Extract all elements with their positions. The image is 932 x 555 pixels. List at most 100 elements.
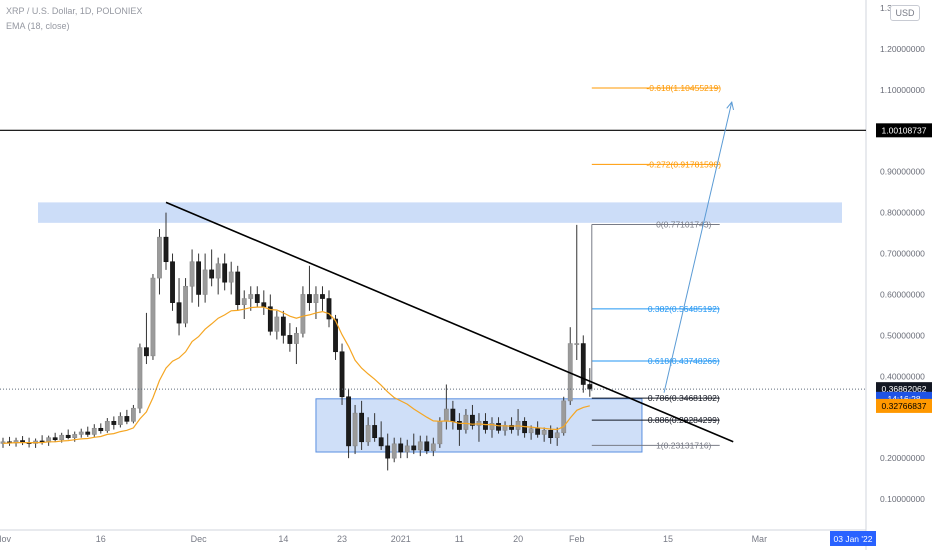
y-tick-label: 1.3 xyxy=(880,3,892,13)
candle-body xyxy=(293,333,299,344)
x-tick-label: 11 xyxy=(455,534,464,544)
candle-body xyxy=(450,408,456,422)
candle-body xyxy=(215,263,221,279)
x-tick-label: 23 xyxy=(337,534,347,544)
candle-body xyxy=(157,236,162,279)
candle-body xyxy=(137,347,143,409)
candle-body xyxy=(437,421,443,445)
candle-body xyxy=(554,432,560,438)
y-tick-label: 0.90000000 xyxy=(880,167,925,177)
candle-body xyxy=(176,302,182,324)
fib-level-label: 0.618(0.43748266) xyxy=(648,356,720,366)
candle-body xyxy=(0,441,6,444)
target-arrow-line xyxy=(663,102,733,393)
candle-body xyxy=(267,306,273,332)
candle-body xyxy=(417,441,423,451)
price-label-text: 14:16:28 xyxy=(887,394,920,404)
y-tick-label: 1.20000000 xyxy=(880,44,925,54)
candle-body xyxy=(326,298,332,320)
price-label-text: 1.00108737 xyxy=(882,125,927,135)
candle-body xyxy=(209,269,215,279)
candle-body xyxy=(131,407,136,422)
candle-body xyxy=(456,421,462,430)
candle-body xyxy=(183,285,188,324)
candle-body xyxy=(404,445,410,453)
candle-body xyxy=(535,428,541,435)
candle-body xyxy=(196,261,201,295)
candle-body xyxy=(352,412,358,447)
candle-body xyxy=(509,425,514,430)
candle-body xyxy=(424,441,430,452)
candle-body xyxy=(280,316,286,336)
x-tick-label: 14 xyxy=(278,534,288,544)
candle-body xyxy=(170,261,175,303)
candle-body xyxy=(150,277,156,357)
resistance-zone xyxy=(38,202,842,223)
candle-body xyxy=(261,302,267,308)
symbol-title: XRP / U.S. Dollar, 1D, POLONIEX xyxy=(6,6,143,16)
x-tick-label: Nov xyxy=(0,534,11,544)
x-tick-label: Feb xyxy=(569,534,585,544)
x-tick-label: 15 xyxy=(663,534,673,544)
candle-body xyxy=(117,416,123,425)
candle-body xyxy=(372,425,378,438)
candle-body xyxy=(91,427,97,435)
candle-body xyxy=(463,414,469,430)
candle-body xyxy=(411,445,417,451)
fib-level-label: -0.618(1.10455219) xyxy=(646,83,721,93)
candle-body xyxy=(72,434,78,438)
x-tick-label: 20 xyxy=(513,534,523,544)
currency-button[interactable]: USD xyxy=(890,5,920,21)
candle-body xyxy=(111,421,117,425)
candle-body xyxy=(274,316,280,332)
candle-body xyxy=(65,434,71,438)
candle-body xyxy=(378,437,384,447)
candle-body xyxy=(287,335,293,344)
candle-body xyxy=(391,443,397,459)
trendline xyxy=(165,201,734,443)
candle-body xyxy=(470,414,475,426)
candle-body xyxy=(307,294,312,303)
ema-indicator-label[interactable]: EMA (18, close) xyxy=(6,21,70,31)
candle-body xyxy=(561,400,567,434)
y-tick-label: 0.80000000 xyxy=(880,208,925,218)
candle-body xyxy=(398,443,404,453)
candle-body xyxy=(98,427,104,432)
candle-body xyxy=(104,421,110,432)
candle-body xyxy=(202,269,208,295)
y-tick-label: 0.10000000 xyxy=(880,494,925,504)
y-tick-label: 0.50000000 xyxy=(880,330,925,340)
last-date-label: 03 Jan '22 xyxy=(834,534,873,544)
candle-body xyxy=(241,298,247,305)
fib-level-label: -0.272(0.91781590) xyxy=(646,159,721,169)
fib-level-label: 0(0.77101743) xyxy=(656,219,711,229)
candle-body xyxy=(248,294,254,299)
candle-body xyxy=(228,271,234,283)
x-tick-label: 16 xyxy=(96,534,106,544)
x-tick-label: Mar xyxy=(752,534,768,544)
candle-body xyxy=(254,294,260,303)
y-tick-label: 1.10000000 xyxy=(880,85,925,95)
price-label-badge xyxy=(876,123,932,138)
candle-body xyxy=(320,294,325,299)
candle-body xyxy=(346,396,351,447)
candle-body xyxy=(548,430,554,438)
candle-body xyxy=(580,343,586,385)
y-tick-label: 0.20000000 xyxy=(880,453,925,463)
candle-body xyxy=(385,445,391,459)
candle-body xyxy=(443,408,449,422)
ema-line xyxy=(2,306,590,444)
candle-body xyxy=(52,437,58,441)
candle-body xyxy=(359,412,364,443)
y-tick-label: 0.60000000 xyxy=(880,289,925,299)
x-tick-label: 2021 xyxy=(391,534,411,544)
candle-body xyxy=(85,431,91,435)
candle-body xyxy=(430,443,436,452)
candle-body xyxy=(235,271,241,305)
candle-body xyxy=(222,263,228,283)
candle-body xyxy=(489,423,495,430)
target-arrow-head xyxy=(726,101,735,111)
